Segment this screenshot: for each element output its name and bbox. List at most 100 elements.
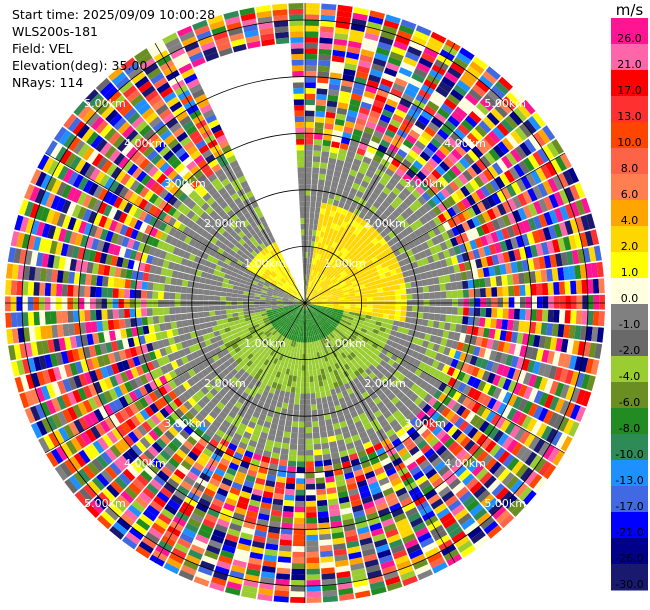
radar-gate xyxy=(276,567,291,575)
radar-gate xyxy=(418,205,428,216)
radar-gate xyxy=(197,288,204,295)
radar-gate xyxy=(159,275,166,284)
radar-gate xyxy=(340,172,349,180)
radar-gate xyxy=(364,32,379,42)
radar-gate xyxy=(462,136,475,149)
radar-gate xyxy=(330,66,343,74)
radar-gate xyxy=(226,288,233,293)
radar-gate xyxy=(214,310,221,316)
radar-gate xyxy=(308,293,312,299)
radar-gate xyxy=(56,297,62,310)
radar-gate xyxy=(375,124,387,134)
radar-gate xyxy=(324,123,334,130)
radar-gate xyxy=(326,281,333,287)
radar-gate xyxy=(482,116,496,130)
radar-gate xyxy=(391,46,406,56)
radar-gate xyxy=(311,241,315,248)
radar-gate xyxy=(314,264,318,271)
radar-gate xyxy=(118,278,126,288)
radar-gate xyxy=(191,294,198,300)
radar-gate xyxy=(330,222,337,230)
radar-gate xyxy=(305,59,318,66)
radar-gate xyxy=(305,410,312,417)
radar-gate xyxy=(508,166,520,181)
radar-gate xyxy=(377,163,388,173)
radar-gate xyxy=(570,310,577,324)
radar-gate xyxy=(435,165,446,176)
radar-gate xyxy=(326,106,337,113)
radar-gate xyxy=(305,416,312,422)
radar-gate xyxy=(450,315,458,324)
radar-gate xyxy=(346,51,360,60)
radar-gate xyxy=(296,376,301,383)
radar-gate xyxy=(385,14,401,25)
radar-gate xyxy=(334,33,349,41)
radar-gate xyxy=(434,284,441,292)
radar-gate xyxy=(535,167,547,182)
radar-gate xyxy=(385,247,393,255)
radar-gate xyxy=(205,278,212,285)
radar-gate xyxy=(358,185,367,194)
radar-gate xyxy=(10,312,18,328)
radar-gate xyxy=(306,568,320,575)
radar-gate xyxy=(290,438,298,445)
radar-gate xyxy=(463,153,475,166)
radar-gate xyxy=(463,298,470,307)
radar-gate xyxy=(547,282,554,295)
radar-gate xyxy=(282,402,289,410)
radar-gate xyxy=(404,207,414,217)
radar-gate xyxy=(338,299,345,302)
radar-gate xyxy=(394,108,407,119)
radar-gate xyxy=(496,158,508,172)
radar-gate xyxy=(441,76,456,89)
radar-gate xyxy=(355,307,362,311)
radar-gate xyxy=(408,129,421,140)
radar-gate xyxy=(373,129,384,139)
radar-gate xyxy=(554,296,560,309)
radar-gate xyxy=(380,78,394,88)
radar-gate xyxy=(542,296,549,309)
radar-gate xyxy=(220,291,227,297)
radar-gate xyxy=(405,154,416,164)
radar-gate xyxy=(316,285,321,291)
radar-gate xyxy=(280,448,289,455)
radar-gate xyxy=(405,225,414,235)
radar-gate xyxy=(427,320,434,328)
radar-gate xyxy=(305,229,309,236)
radar-gate xyxy=(447,207,457,218)
radar-gate xyxy=(322,276,328,282)
radar-gate xyxy=(331,141,340,149)
radar-gate xyxy=(306,529,318,536)
radar-gate xyxy=(372,308,379,313)
radar-gate xyxy=(382,172,392,182)
radar-gate xyxy=(360,180,369,189)
radar-gate xyxy=(421,191,432,202)
radar-gate xyxy=(209,285,216,291)
radar-gate xyxy=(323,232,329,239)
radar-gate xyxy=(286,380,292,387)
radar-gate xyxy=(305,291,307,298)
radar-gate xyxy=(417,114,430,126)
radar-gate xyxy=(334,283,341,288)
radar-gate xyxy=(359,54,373,63)
radar-gate xyxy=(433,133,446,145)
radar-gate xyxy=(395,168,406,178)
radar-gate xyxy=(402,118,414,129)
radar-gate xyxy=(243,311,250,315)
radar-gate xyxy=(220,296,226,301)
radar-gate xyxy=(367,297,373,301)
radar-gate xyxy=(306,483,316,490)
radar-gate xyxy=(377,287,384,293)
radar-gate xyxy=(559,153,572,169)
radar-gate xyxy=(306,506,317,513)
radar-gate xyxy=(421,319,429,327)
radar-gate xyxy=(553,309,560,323)
radar-gate xyxy=(346,282,353,287)
radar-gate xyxy=(312,290,317,295)
radar-gate xyxy=(423,146,435,158)
radar-gate xyxy=(307,246,311,253)
radar-gate xyxy=(140,308,148,317)
radar-gate xyxy=(480,185,491,198)
radar-gate xyxy=(465,230,475,241)
radar-gate xyxy=(343,235,350,243)
